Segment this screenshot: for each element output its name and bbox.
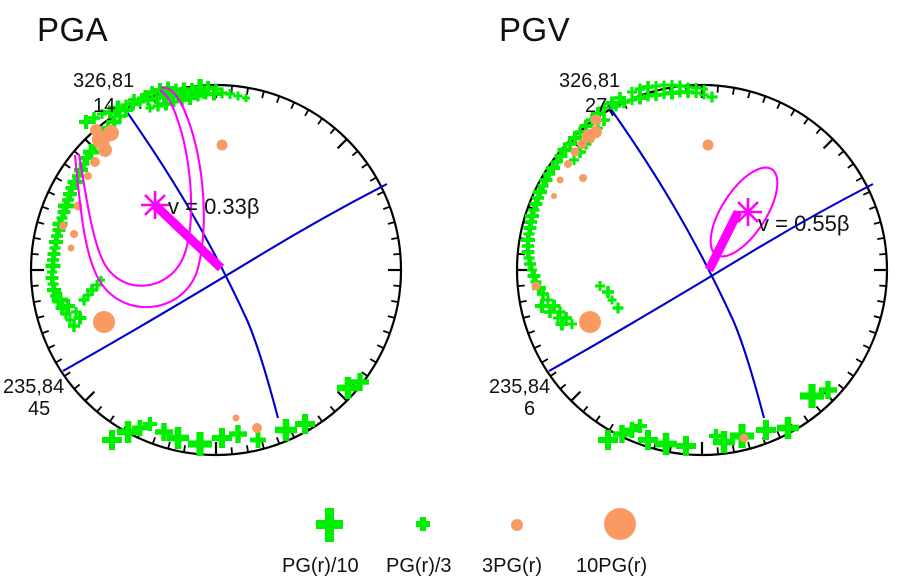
contour-inner [77,89,193,287]
azimuth-ticks [31,85,401,455]
legend-marker-dot-small [511,519,523,531]
legend-label-2: 3PG(r) [482,555,542,577]
green-cross-markers-pgv [521,80,837,456]
velocity-label-pga: v = 0.33β [168,194,260,219]
stereonet-pgv: 326,81 27 235,84 6 v = 0.55β [489,70,889,457]
legend-label-1: PG(r)/3 [386,555,452,577]
legend: PG(r)/10 PG(r)/3 3PG(r) 10PG(r) [0,500,900,587]
axis-label-bottom-pga: 235,84 [3,376,64,398]
azimuth-ticks [517,85,887,455]
contour-outer [73,86,205,309]
nodal-plane-1 [121,104,280,419]
axis-label-top2-pgv: 27 [585,95,607,117]
legend-marker-cross-small [416,517,430,531]
legend-marker-dot-large [604,508,636,540]
axis-label-top2-pga: 14 [93,95,115,117]
velocity-label-pgv: v = 0.55β [758,211,850,236]
legend-marker-cross-large [316,508,343,542]
orange-dot-markers-pgv [531,114,749,443]
nodal-plane-2 [62,183,388,372]
axis-label-top-pgv: 326,81 [559,70,620,92]
directivity-contours-pga [73,86,205,309]
green-cross-markers-pga [45,79,369,456]
rupture-direction-bar [151,201,225,272]
panel-pgv: 326,81 27 235,84 6 v = 0.55β PGV [450,0,900,500]
panel-pga: 326,81 14 235,84 45 v = 0.33β PGA [0,0,450,500]
nodal-planes-pga [62,104,388,419]
hypocenter-star [141,191,169,219]
legend-svg: PG(r)/10 PG(r)/3 3PG(r) 10PG(r) [282,508,647,577]
panel-title-pgv: PGV [499,11,571,48]
axis-label-bottom2-pga: 45 [28,398,50,420]
axis-label-bottom2-pgv: 6 [524,398,535,420]
axis-label-bottom-pgv: 235,84 [489,376,550,398]
stereonet-pga: 326,81 14 235,84 45 v = 0.33β [3,70,403,457]
panel-title-pga: PGA [37,11,109,48]
rupture-direction-bar [704,209,743,273]
orange-dot-markers-pga [59,124,262,433]
nodal-plane-1 [607,104,766,419]
nodal-plane-2 [548,183,874,372]
legend-label-0: PG(r)/10 [282,555,359,577]
nodal-planes-pgv [548,104,874,419]
axis-label-top-pga: 326,81 [73,70,134,92]
legend-label-3: 10PG(r) [576,555,647,577]
hypocenter-star [734,198,762,226]
